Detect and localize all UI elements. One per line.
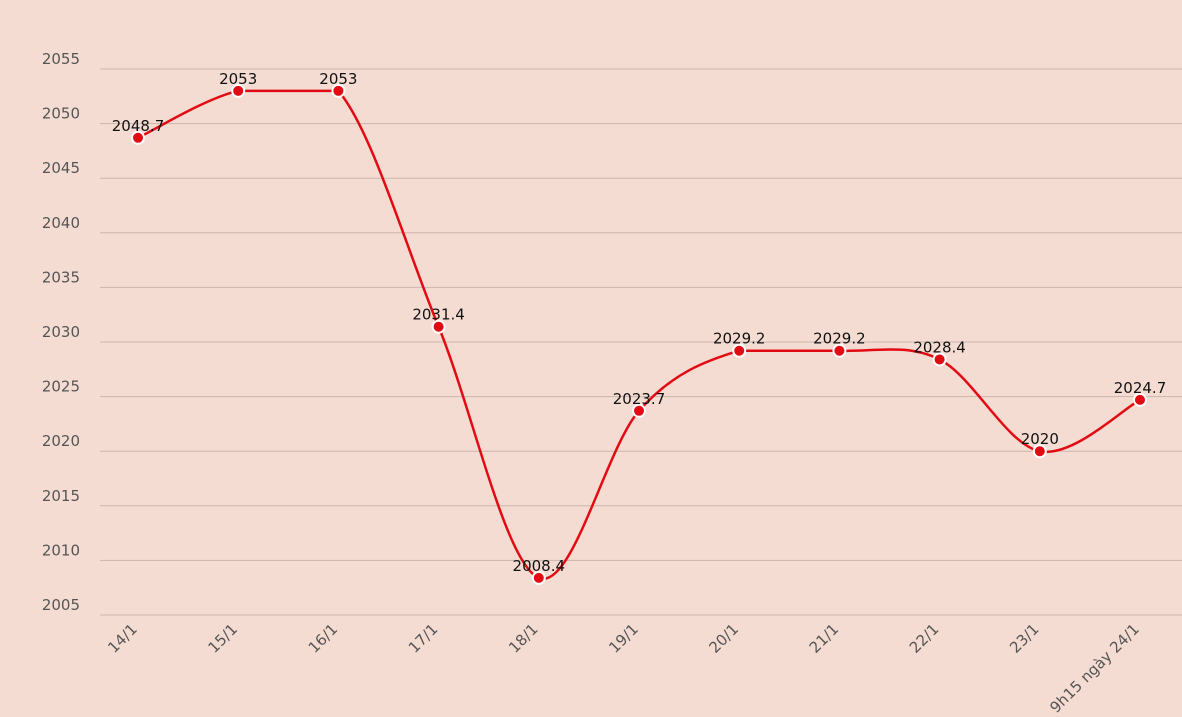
x-tick-label: 20/1 xyxy=(705,620,742,657)
data-point xyxy=(331,83,346,98)
y-tick-label: 2005 xyxy=(42,596,80,614)
y-tick-label: 2040 xyxy=(42,214,80,232)
gridlines xyxy=(100,68,1182,616)
y-tick-label: 2015 xyxy=(42,487,80,505)
x-axis-ticks: 14/1 15/1 16/1 17/1 18/1 19/1 20/1 21/1 22/1 23/1… xyxy=(104,620,1143,716)
y-tick-label: 2020 xyxy=(42,432,80,450)
x-tick-label: 9h15 ngày 24/1 xyxy=(1046,620,1142,716)
data-point xyxy=(1032,444,1047,459)
x-tick-label: 14/1 xyxy=(104,620,141,657)
data-point xyxy=(732,343,747,358)
data-point xyxy=(431,319,446,334)
data-labels: 2048.7 2053 2053 2031.4 2008.4 2023.7 2029.2 20… xyxy=(112,70,1167,575)
x-tick-label: 18/1 xyxy=(505,620,542,657)
data-label: 2053 xyxy=(319,70,357,88)
y-tick-label: 2045 xyxy=(42,159,80,177)
x-tick-label: 22/1 xyxy=(906,620,943,657)
x-tick-label: 19/1 xyxy=(605,620,642,657)
data-points xyxy=(131,83,1147,585)
data-label: 2008.4 xyxy=(513,557,566,575)
data-label: 2029.2 xyxy=(813,330,866,348)
y-tick-label: 2030 xyxy=(42,323,80,341)
data-label: 2053 xyxy=(219,70,257,88)
data-point xyxy=(531,570,546,585)
y-tick-label: 2050 xyxy=(42,105,80,123)
data-point xyxy=(832,343,847,358)
y-axis-ticks: 2055 2050 2045 2040 2035 2030 2025 2020 2015 2010… xyxy=(42,50,80,614)
y-tick-label: 2025 xyxy=(42,378,80,396)
x-tick-label: 21/1 xyxy=(806,620,843,657)
data-point xyxy=(932,352,947,367)
data-label: 2020 xyxy=(1021,430,1059,448)
data-label: 2023.7 xyxy=(613,390,666,408)
x-tick-label: 16/1 xyxy=(305,620,342,657)
y-tick-label: 2035 xyxy=(42,268,80,286)
data-label: 2029.2 xyxy=(713,330,766,348)
data-label: 2048.7 xyxy=(112,117,165,135)
data-point xyxy=(131,130,145,145)
data-label: 2031.4 xyxy=(412,306,465,324)
data-point xyxy=(1133,392,1147,407)
data-label: 2028.4 xyxy=(913,338,966,356)
data-point xyxy=(231,83,246,98)
x-tick-label: 17/1 xyxy=(405,620,442,657)
x-tick-label: 23/1 xyxy=(1006,620,1043,657)
data-point xyxy=(632,403,646,418)
data-label: 2024.7 xyxy=(1114,379,1167,397)
y-tick-label: 2055 xyxy=(42,50,80,68)
x-tick-label: 15/1 xyxy=(204,620,241,657)
y-tick-label: 2010 xyxy=(42,541,80,559)
